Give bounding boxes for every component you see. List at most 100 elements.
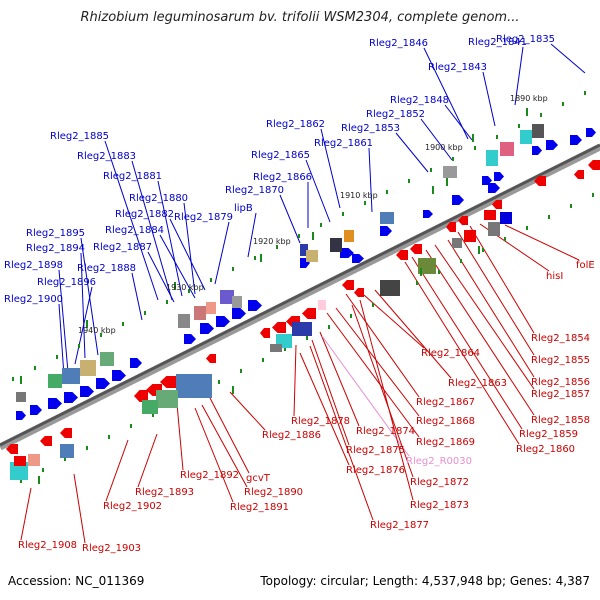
gene-feature-box[interactable] bbox=[16, 392, 26, 402]
gene-label[interactable]: Rleg2_1868 bbox=[416, 416, 475, 427]
reverse-gene-arrow[interactable] bbox=[354, 288, 364, 297]
reverse-gene-arrow[interactable] bbox=[574, 170, 584, 179]
gene-label[interactable]: Rleg2_1887 bbox=[93, 242, 152, 253]
gene-feature-box[interactable] bbox=[500, 142, 514, 156]
reverse-gene-arrow[interactable] bbox=[40, 436, 52, 446]
gene-feature-box[interactable] bbox=[232, 296, 242, 308]
forward-gene-arrow[interactable] bbox=[488, 183, 500, 193]
reverse-gene-arrow[interactable] bbox=[160, 376, 176, 388]
reverse-gene-arrow[interactable] bbox=[272, 322, 286, 333]
gene-label[interactable]: Rleg2_1872 bbox=[410, 477, 469, 488]
reverse-gene-arrow[interactable] bbox=[446, 222, 456, 232]
forward-gene-arrow[interactable] bbox=[570, 135, 582, 145]
gene-feature-box[interactable] bbox=[62, 368, 80, 384]
gene-feature-box[interactable] bbox=[380, 280, 400, 296]
gene-feature-box[interactable] bbox=[330, 238, 342, 252]
gene-label[interactable]: Rleg2_1846 bbox=[369, 38, 428, 49]
gene-feature-box[interactable] bbox=[206, 302, 216, 314]
gene-feature-box[interactable] bbox=[270, 344, 282, 352]
gene-label[interactable]: Rleg2_1908 bbox=[18, 540, 77, 551]
gene-label[interactable]: Rleg2_1843 bbox=[428, 62, 487, 73]
gene-feature-box[interactable] bbox=[306, 250, 318, 262]
gene-feature-box[interactable] bbox=[464, 230, 476, 242]
gene-feature-box[interactable] bbox=[48, 374, 62, 388]
gene-feature-box[interactable] bbox=[344, 230, 354, 242]
gene-feature-box[interactable] bbox=[520, 130, 532, 144]
gene-label[interactable]: Rleg2_1885 bbox=[50, 131, 109, 142]
reverse-gene-arrow[interactable] bbox=[396, 250, 408, 260]
gene-label[interactable]: Rleg2_1896 bbox=[37, 277, 96, 288]
gene-feature-box[interactable] bbox=[176, 374, 212, 398]
gene-feature-box[interactable] bbox=[220, 290, 234, 304]
forward-gene-arrow[interactable] bbox=[380, 226, 392, 236]
reverse-gene-arrow[interactable] bbox=[260, 328, 270, 338]
gene-label[interactable]: Rleg2_1857 bbox=[531, 389, 590, 400]
gene-label[interactable]: Rleg2_1852 bbox=[366, 109, 425, 120]
gene-feature-box[interactable] bbox=[100, 352, 114, 366]
gene-label[interactable]: Rleg2_1891 bbox=[230, 502, 289, 513]
gene-label[interactable]: Rleg2_1879 bbox=[174, 212, 233, 223]
gene-feature-box[interactable] bbox=[10, 462, 28, 480]
gene-label[interactable]: Rleg2_1867 bbox=[416, 397, 475, 408]
gene-label[interactable]: Rleg2_1860 bbox=[516, 444, 575, 455]
gene-label[interactable]: Rleg2_1888 bbox=[77, 263, 136, 274]
gene-label[interactable]: Rleg2_1862 bbox=[266, 119, 325, 130]
gene-label[interactable]: Rleg2_1877 bbox=[370, 520, 429, 531]
gene-feature-box[interactable] bbox=[484, 210, 496, 220]
forward-gene-arrow[interactable] bbox=[586, 128, 596, 137]
gene-label[interactable]: Rleg2_1875 bbox=[346, 445, 405, 456]
reverse-gene-arrow[interactable] bbox=[302, 308, 316, 319]
gene-label[interactable]: Rleg2_1835 bbox=[496, 34, 555, 45]
gene-label[interactable]: folE bbox=[576, 260, 595, 271]
gene-label[interactable]: Rleg2_1854 bbox=[531, 333, 590, 344]
forward-gene-arrow[interactable] bbox=[482, 176, 492, 185]
forward-gene-arrow[interactable] bbox=[200, 323, 214, 334]
gene-label[interactable]: lipB bbox=[234, 203, 253, 214]
forward-gene-arrow[interactable] bbox=[494, 172, 504, 181]
gene-label[interactable]: Rleg2_1881 bbox=[103, 171, 162, 182]
reverse-gene-arrow[interactable] bbox=[342, 280, 354, 290]
gene-label[interactable]: Rleg2_1866 bbox=[253, 172, 312, 183]
forward-gene-arrow[interactable] bbox=[532, 146, 542, 155]
gene-label[interactable]: Rleg2_1900 bbox=[4, 294, 63, 305]
gene-label[interactable]: Rleg2_1893 bbox=[135, 487, 194, 498]
gene-label[interactable]: Rleg2_1869 bbox=[416, 437, 475, 448]
gene-label[interactable]: Rleg2_R0030 bbox=[406, 456, 472, 467]
gene-label[interactable]: Rleg2_1884 bbox=[105, 225, 164, 236]
gene-label[interactable]: Rleg2_1848 bbox=[390, 95, 449, 106]
gene-label[interactable]: hisI bbox=[546, 271, 563, 282]
gene-label[interactable]: Rleg2_1902 bbox=[103, 501, 162, 512]
forward-gene-arrow[interactable] bbox=[64, 392, 78, 403]
gene-label[interactable]: Rleg2_1894 bbox=[26, 243, 85, 254]
gene-label[interactable]: Rleg2_1859 bbox=[519, 429, 578, 440]
forward-gene-arrow[interactable] bbox=[96, 378, 110, 389]
gene-label[interactable]: Rleg2_1890 bbox=[244, 487, 303, 498]
gene-feature-box[interactable] bbox=[532, 124, 544, 138]
reverse-gene-arrow[interactable] bbox=[458, 216, 468, 225]
forward-gene-arrow[interactable] bbox=[248, 300, 262, 311]
gene-feature-box[interactable] bbox=[300, 244, 308, 256]
gene-label[interactable]: Rleg2_1858 bbox=[531, 415, 590, 426]
gene-label[interactable]: Rleg2_1863 bbox=[448, 378, 507, 389]
forward-gene-arrow[interactable] bbox=[423, 210, 433, 218]
gene-label[interactable]: Rleg2_1841 bbox=[468, 37, 527, 48]
reverse-gene-arrow[interactable] bbox=[134, 390, 148, 402]
reverse-gene-arrow[interactable] bbox=[588, 160, 600, 170]
gene-label[interactable]: Rleg2_1855 bbox=[531, 355, 590, 366]
forward-gene-arrow[interactable] bbox=[232, 308, 246, 319]
gene-label[interactable]: Rleg2_1856 bbox=[531, 377, 590, 388]
reverse-gene-arrow[interactable] bbox=[492, 200, 502, 209]
gene-label[interactable]: Rleg2_1853 bbox=[341, 123, 400, 134]
gene-label[interactable]: gcvT bbox=[246, 473, 271, 484]
forward-gene-arrow[interactable] bbox=[352, 254, 364, 263]
gene-feature-box[interactable] bbox=[194, 306, 206, 320]
gene-feature-box[interactable] bbox=[60, 444, 74, 458]
gene-feature-box[interactable] bbox=[418, 258, 436, 274]
gene-label[interactable]: Rleg2_1880 bbox=[129, 193, 188, 204]
forward-gene-arrow[interactable] bbox=[80, 386, 94, 397]
gene-label[interactable]: Rleg2_1903 bbox=[82, 543, 141, 554]
gene-label[interactable]: Rleg2_1870 bbox=[225, 185, 284, 196]
forward-gene-arrow[interactable] bbox=[30, 405, 42, 415]
forward-gene-arrow[interactable] bbox=[48, 398, 62, 409]
reverse-gene-arrow[interactable] bbox=[60, 428, 72, 438]
